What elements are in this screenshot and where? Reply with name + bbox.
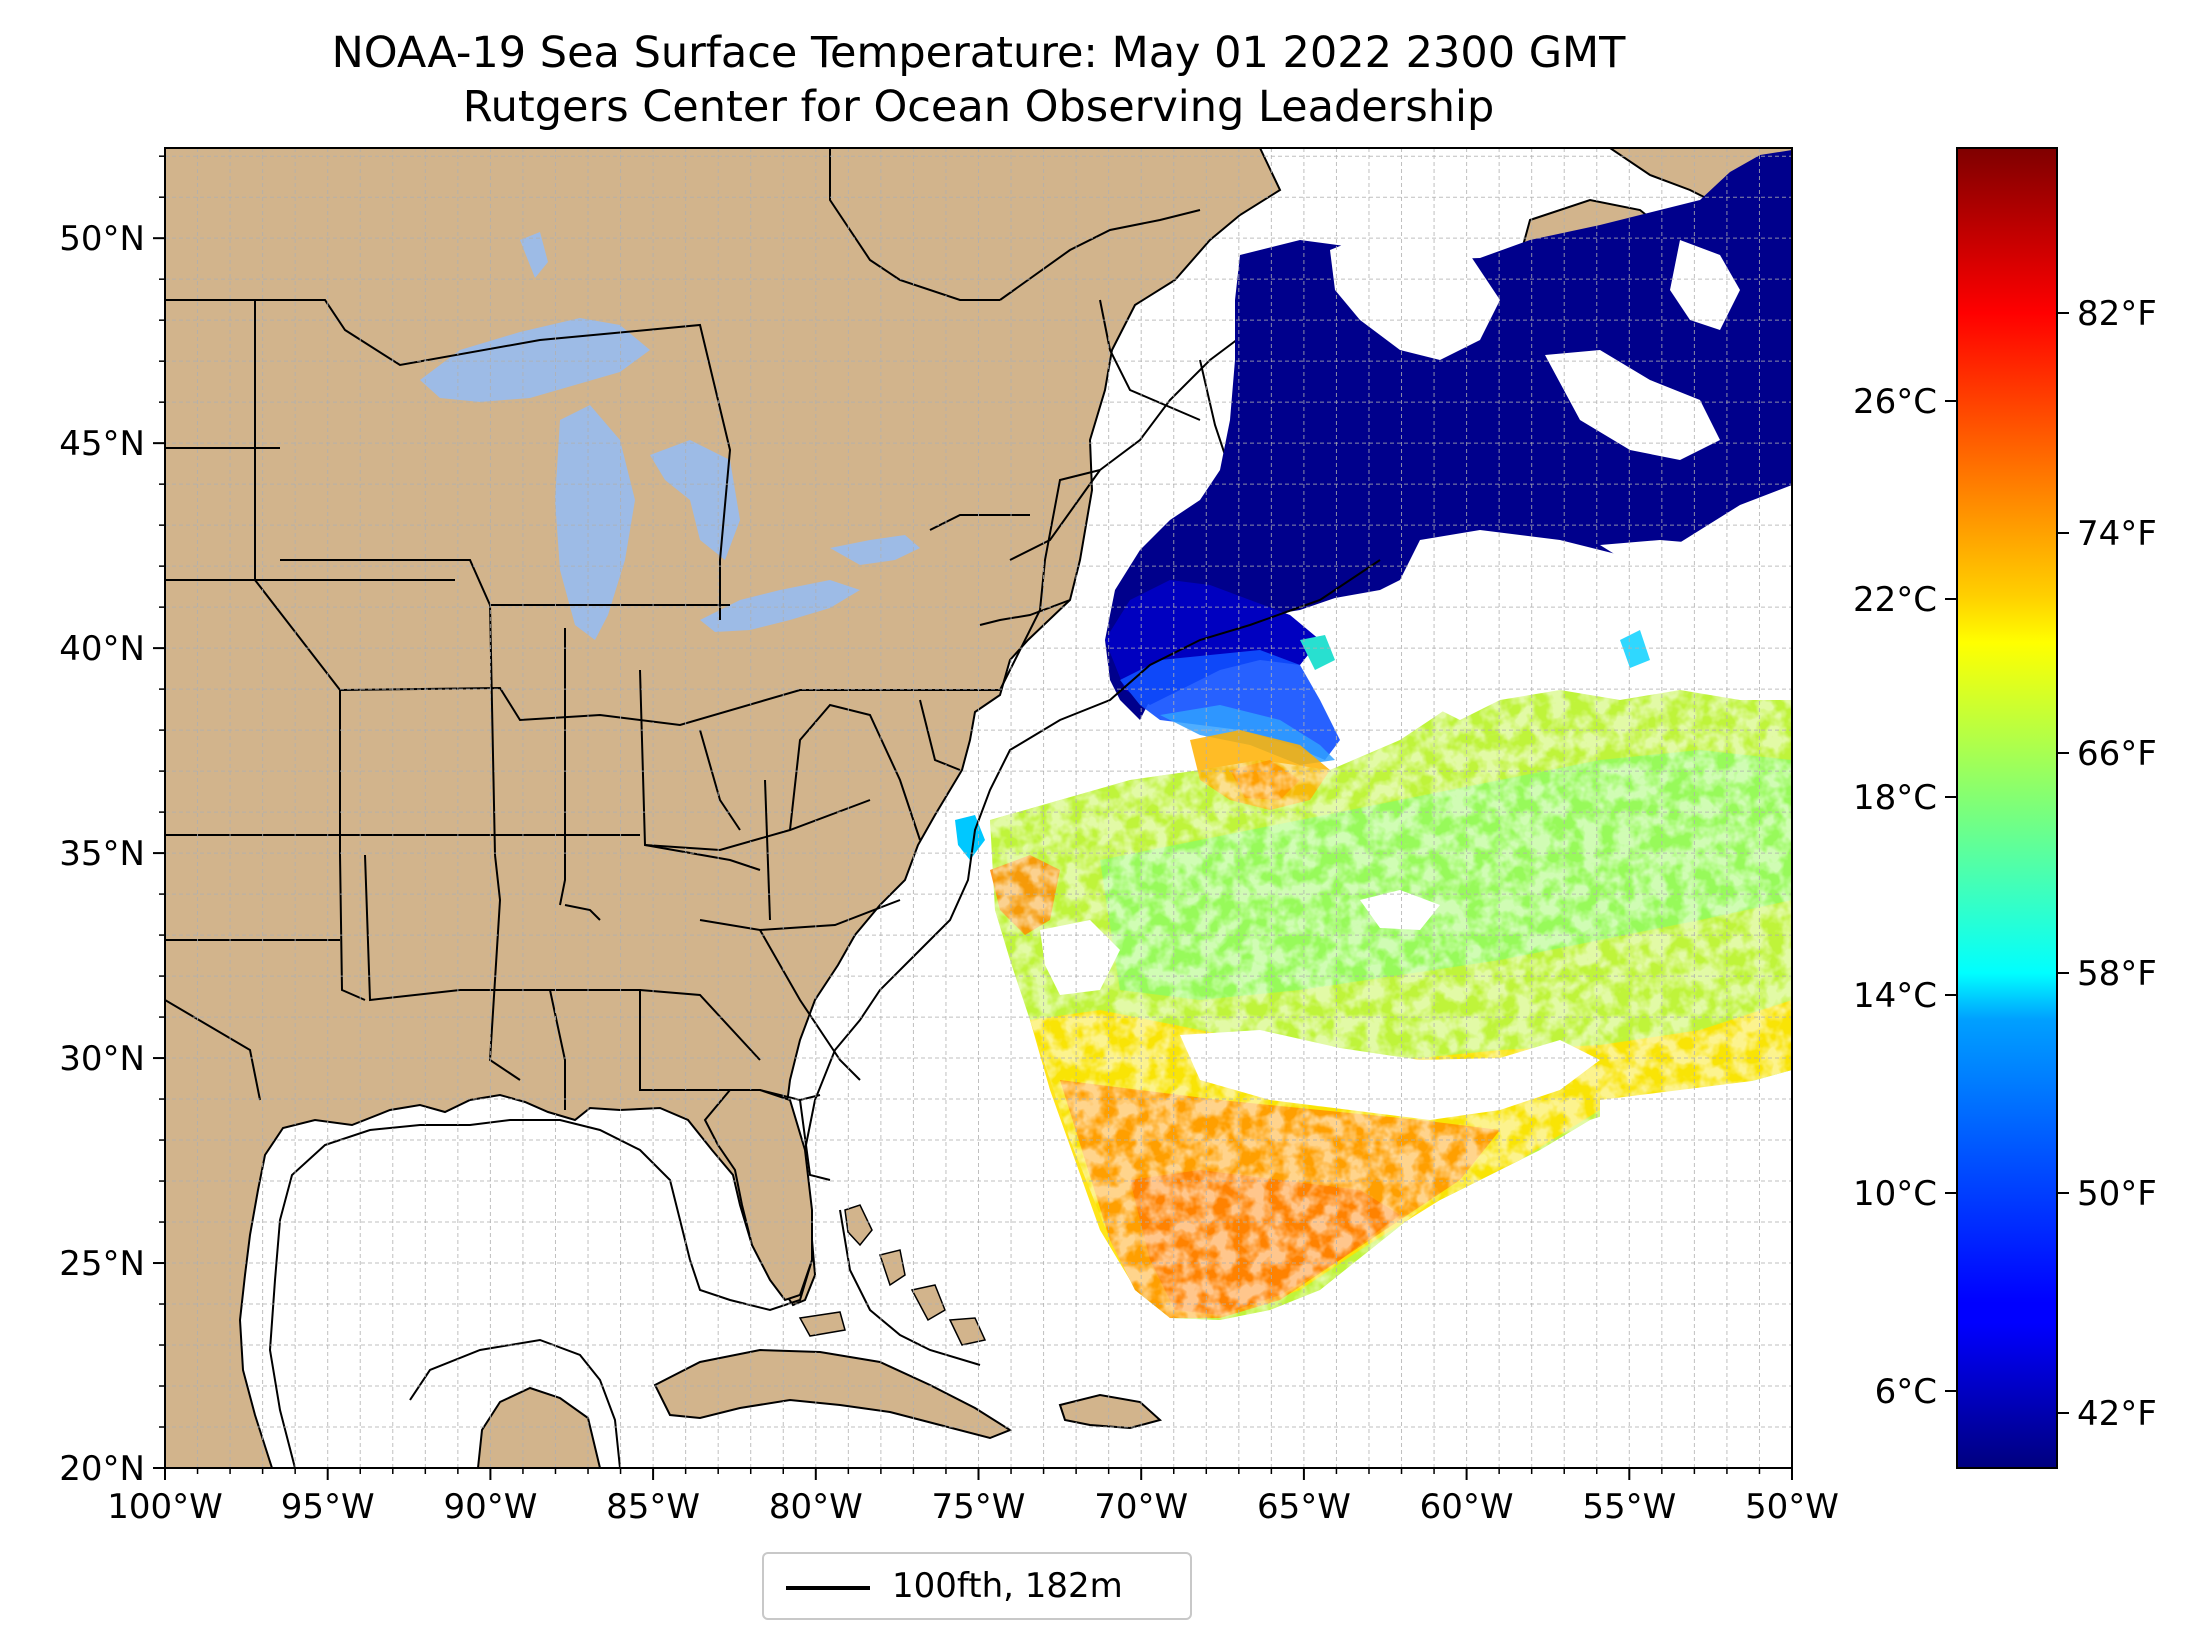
sst-coastal-details: [955, 630, 1650, 860]
longitude-axis: 100°W 95°W 90°W 85°W 80°W 75°W 70°W 65°W 60°W 55°…: [107, 1468, 1839, 1527]
celsius-tick-label: 18°C: [1853, 778, 1937, 818]
lon-tick-label: 50°W: [1745, 1487, 1839, 1527]
legend-isobath-label: 100fth, 182m: [892, 1566, 1123, 1606]
fahrenheit-tick-label: 82°F: [2077, 294, 2157, 334]
lon-tick-label: 90°W: [443, 1487, 537, 1527]
fahrenheit-tick-label: 74°F: [2077, 514, 2157, 554]
sst-satellite-swath: [990, 530, 1792, 1468]
colorbar-celsius-axis: 6°C 10°C 14°C 18°C 22°C 26°C: [1853, 382, 1957, 1412]
land-hispaniola: [1058, 1393, 1163, 1430]
celsius-tick-label: 6°C: [1875, 1372, 1937, 1412]
land-yucatan: [476, 1386, 602, 1468]
lon-tick-label: 80°W: [769, 1487, 863, 1527]
lon-tick-label: 70°W: [1094, 1487, 1188, 1527]
celsius-tick-label: 10°C: [1853, 1174, 1937, 1214]
lat-tick-label: 50°N: [59, 219, 145, 259]
land-florida: [703, 1089, 813, 1302]
lat-tick-label: 20°N: [59, 1449, 145, 1489]
fahrenheit-tick-label: 58°F: [2077, 954, 2157, 994]
celsius-tick-label: 26°C: [1853, 382, 1937, 422]
lat-tick-label: 30°N: [59, 1039, 145, 1079]
map-subtitle: Rutgers Center for Ocean Observing Leade…: [462, 82, 1495, 132]
lon-tick-label: 65°W: [1257, 1487, 1351, 1527]
isobath-100fth: [268, 559, 1381, 1468]
lat-tick-label: 25°N: [59, 1244, 145, 1284]
land-cuba: [653, 1348, 1013, 1440]
lon-tick-label: 55°W: [1582, 1487, 1676, 1527]
land-bahamas: [798, 1204, 987, 1346]
lon-tick-label: 60°W: [1420, 1487, 1514, 1527]
lon-tick-label: 95°W: [281, 1487, 375, 1527]
legend: 100fth, 182m: [762, 1552, 1192, 1620]
lat-tick-label: 45°N: [59, 424, 145, 464]
legend-isobath-line: [786, 1586, 870, 1590]
fahrenheit-tick-label: 66°F: [2077, 734, 2157, 774]
latitude-axis: 20°N 25°N 30°N 35°N 40°N 45°N 50°N: [59, 155, 165, 1489]
fahrenheit-tick-label: 42°F: [2077, 1394, 2157, 1434]
colorbar-fahrenheit-axis: 42°F 50°F 58°F 66°F 74°F 82°F: [2057, 294, 2157, 1434]
lon-tick-label: 75°W: [932, 1487, 1026, 1527]
celsius-tick-label: 22°C: [1853, 580, 1937, 620]
land-north-america: [165, 148, 1282, 1468]
lon-tick-label: 85°W: [606, 1487, 700, 1527]
celsius-tick-label: 14°C: [1853, 976, 1937, 1016]
lat-tick-label: 40°N: [59, 629, 145, 669]
map-title: NOAA-19 Sea Surface Temperature: May 01 …: [331, 28, 1626, 78]
political-borders: [165, 148, 1371, 1181]
lat-tick-label: 35°N: [59, 834, 145, 874]
fahrenheit-tick-label: 50°F: [2077, 1174, 2157, 1214]
lon-tick-label: 100°W: [107, 1487, 223, 1527]
colorbar: [1956, 147, 2058, 1469]
great-lakes: [420, 232, 920, 640]
map-gridlines: [165, 148, 1792, 1468]
